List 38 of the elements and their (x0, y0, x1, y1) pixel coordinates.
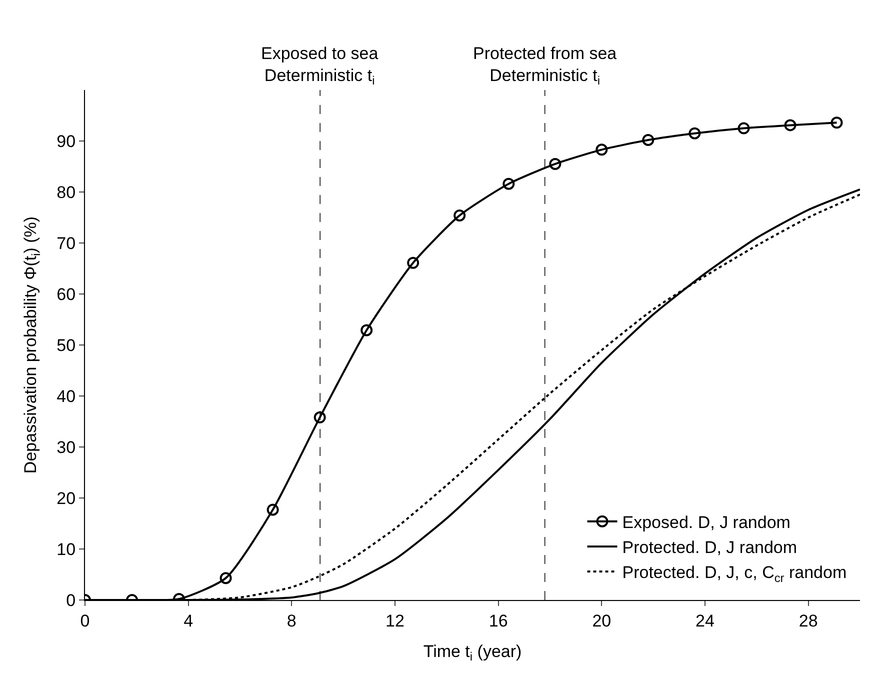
point (454, 209, 466, 222)
point (502, 178, 515, 190)
y-tick-label: 20 (56, 488, 76, 508)
legend-label: Protected. D, J random (622, 538, 798, 558)
point (830, 116, 843, 129)
x-tick-label: 16 (488, 611, 508, 630)
x-tick-label: 20 (592, 611, 612, 630)
point (688, 127, 701, 140)
point (360, 324, 373, 336)
x-tick-label: 28 (798, 611, 818, 630)
ref-line-label: Exposed to sea Deterministic t$_{i}$ (261, 44, 379, 88)
legend-label: Exposed. D, J random (622, 512, 790, 532)
y-tick-label: 0 (66, 590, 76, 610)
point (642, 134, 654, 146)
point (266, 504, 279, 516)
point (220, 572, 232, 584)
y-tick-label: 10 (56, 540, 76, 559)
x-tick-label: 12 (386, 611, 404, 630)
y-tick-label: 90 (56, 132, 76, 151)
y-tick-label: 30 (56, 438, 76, 457)
y-tick-label: 40 (56, 386, 76, 406)
x-tick-label: 0 (80, 611, 90, 630)
point (596, 144, 608, 156)
y-tick-label: 60 (56, 284, 76, 304)
legend-label: Protected. D, J, c, C$_{cr}$ random (622, 563, 847, 585)
point (314, 411, 326, 424)
point (784, 119, 796, 132)
point (407, 256, 420, 269)
x-axis-title: Time t$_{i}$ (year) (423, 642, 522, 664)
x-tick-label: 8 (286, 611, 296, 630)
ref-line-label: Protected from sea Deterministic t$_{i}$ (473, 44, 618, 88)
x-tick-label: 4 (184, 611, 194, 630)
y-tick-label: 70 (56, 234, 76, 253)
point (549, 158, 562, 170)
y-tick-label: 50 (56, 336, 76, 355)
y-tick-label: 80 (56, 182, 76, 202)
point (738, 122, 750, 134)
x-tick-label: 24 (696, 611, 714, 630)
